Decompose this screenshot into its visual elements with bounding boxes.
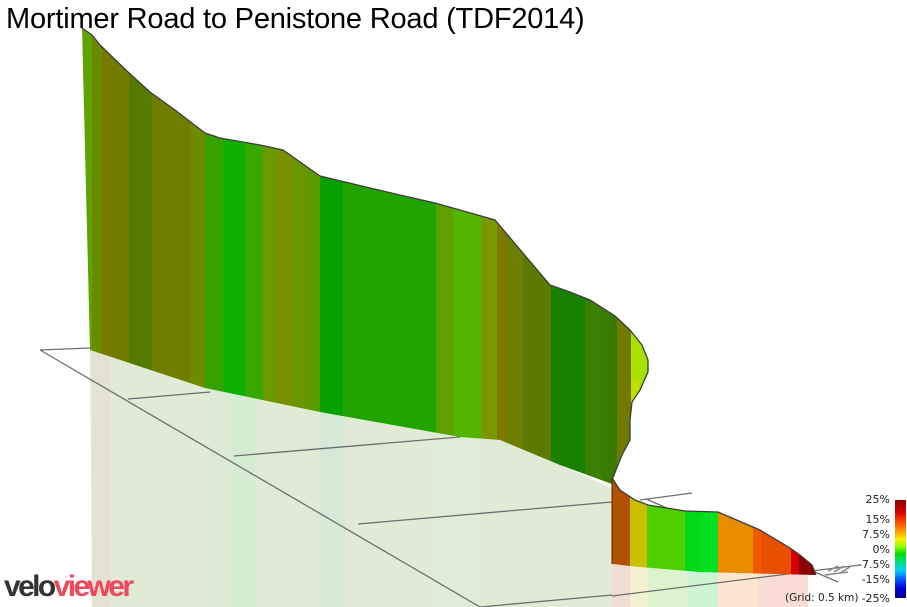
legend-label-25: 25% <box>865 493 890 506</box>
logo-part-viewer: viewer <box>53 570 134 603</box>
legend-label-7-5: 7.5% <box>862 528 890 541</box>
colorscale-bar <box>895 500 906 598</box>
grid-scale-note: (Grid: 0.5 km) <box>785 592 859 604</box>
veloviewer-logo[interactable]: veloviewer <box>4 570 134 603</box>
legend-label-neg-7-5: -7.5% <box>858 558 890 571</box>
floor-shadow <box>90 350 808 607</box>
legend-label-neg-15: -15% <box>861 573 890 586</box>
direction-arrows-icon <box>824 565 851 576</box>
legend-label-0: 0% <box>872 543 890 556</box>
legend-label-15: 15% <box>865 513 890 526</box>
logo-part-velo: velo <box>4 570 56 603</box>
front-profile-wall <box>611 477 817 576</box>
legend-label-neg-25: -25% <box>861 592 890 605</box>
chart-title: Mortimer Road to Penistone Road (TDF2014… <box>6 3 585 35</box>
